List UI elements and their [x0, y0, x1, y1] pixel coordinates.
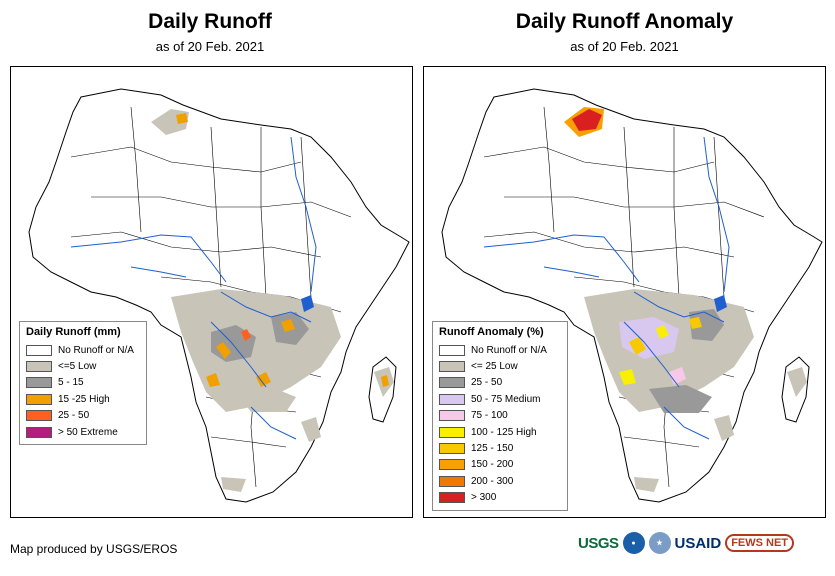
- right-legend-item: 75 - 100: [439, 408, 561, 424]
- legend-label: 50 - 75 Medium: [471, 393, 541, 405]
- legend-label: > 50 Extreme: [58, 426, 118, 438]
- right-legend-item: <= 25 Low: [439, 358, 561, 374]
- legend-label: No Runoff or N/A: [471, 344, 547, 356]
- left-legend-item: > 50 Extreme: [26, 424, 140, 440]
- right-legend-item: 150 - 200: [439, 457, 561, 473]
- legend-label: 15 -25 High: [58, 393, 110, 405]
- left-lake-victoria: [301, 295, 314, 312]
- partner-logos: USGS ● ★ USAID FEWS NET: [578, 528, 826, 558]
- fews-net-logo: FEWS NET: [725, 534, 795, 552]
- right-legend-item: 50 - 75 Medium: [439, 391, 561, 407]
- legend-swatch: [439, 361, 465, 373]
- left-africa-map: [28, 88, 410, 503]
- left-map-title: Daily Runoff: [148, 10, 272, 33]
- legend-label: 125 - 150: [471, 443, 514, 455]
- legend-swatch: [439, 410, 465, 422]
- right-legend-item: 25 - 50: [439, 375, 561, 391]
- usgs-logo: USGS: [578, 534, 619, 552]
- right-map-subtitle: as of 20 Feb. 2021: [570, 39, 679, 54]
- map-credit: Map produced by USGS/EROS: [10, 542, 178, 556]
- right-lake-victoria: [714, 295, 727, 312]
- legend-swatch: [26, 393, 52, 405]
- left-legend-item: No Runoff or N/A: [26, 342, 140, 358]
- legend-label: 25 - 50: [471, 377, 503, 389]
- legend-swatch: [439, 426, 465, 438]
- legend-swatch: [26, 361, 52, 373]
- left-map-subtitle: as of 20 Feb. 2021: [155, 39, 265, 54]
- legend-swatch: [26, 426, 52, 438]
- left-map-panel: Daily Runoff (mm) No Runoff or N/A <=5 L…: [10, 66, 413, 518]
- legend-swatch: [26, 410, 52, 422]
- legend-label: > 300: [471, 492, 497, 504]
- right-africa-map: [441, 88, 823, 503]
- legend-swatch: [439, 443, 465, 455]
- left-runoff-areas: [151, 109, 394, 492]
- legend-swatch: [439, 377, 465, 389]
- legend-label: 200 - 300: [471, 475, 514, 487]
- usaid-logo: USAID: [674, 534, 722, 552]
- left-legend: Daily Runoff (mm) No Runoff or N/A <=5 L…: [19, 321, 147, 446]
- left-legend-item: <=5 Low: [26, 358, 140, 374]
- right-legend-item: 125 - 150: [439, 440, 561, 456]
- legend-label: <= 25 Low: [471, 361, 518, 373]
- right-legend-item: 100 - 125 High: [439, 424, 561, 440]
- left-legend-item: 15 -25 High: [26, 391, 140, 407]
- right-map-panel: Runoff Anomaly (%) No Runoff or N/A <= 2…: [423, 66, 826, 518]
- legend-label: 5 - 15: [58, 377, 84, 389]
- legend-swatch: [26, 377, 52, 389]
- legend-label: 25 - 50: [58, 410, 90, 422]
- right-rivers: [483, 136, 730, 440]
- legend-label: 150 - 200: [471, 459, 514, 471]
- right-legend-title: Runoff Anomaly (%): [439, 326, 544, 338]
- right-legend-item: 200 - 300: [439, 473, 561, 489]
- legend-swatch: [439, 492, 465, 504]
- legend-label: 100 - 125 High: [471, 426, 537, 438]
- nasa-seal-icon: ★: [648, 532, 671, 554]
- right-legend-item: > 300: [439, 490, 561, 506]
- right-legend: Runoff Anomaly (%) No Runoff or N/A <= 2…: [432, 321, 568, 511]
- noaa-logo-icon: ●: [622, 532, 645, 554]
- legend-swatch: [439, 393, 465, 405]
- legend-swatch: [439, 459, 465, 471]
- left-rivers: [70, 136, 317, 440]
- right-anomaly-areas: [564, 107, 807, 492]
- legend-label: 75 - 100: [471, 410, 508, 422]
- legend-label: No Runoff or N/A: [58, 344, 134, 356]
- left-legend-item: 25 - 50: [26, 408, 140, 424]
- legend-label: <=5 Low: [58, 361, 97, 373]
- legend-swatch: [439, 344, 465, 356]
- legend-swatch: [439, 475, 465, 487]
- right-legend-item: No Runoff or N/A: [439, 342, 561, 358]
- left-legend-item: 5 - 15: [26, 375, 140, 391]
- right-map-title: Daily Runoff Anomaly: [515, 10, 734, 33]
- left-legend-title: Daily Runoff (mm): [26, 326, 121, 338]
- legend-swatch: [26, 344, 52, 356]
